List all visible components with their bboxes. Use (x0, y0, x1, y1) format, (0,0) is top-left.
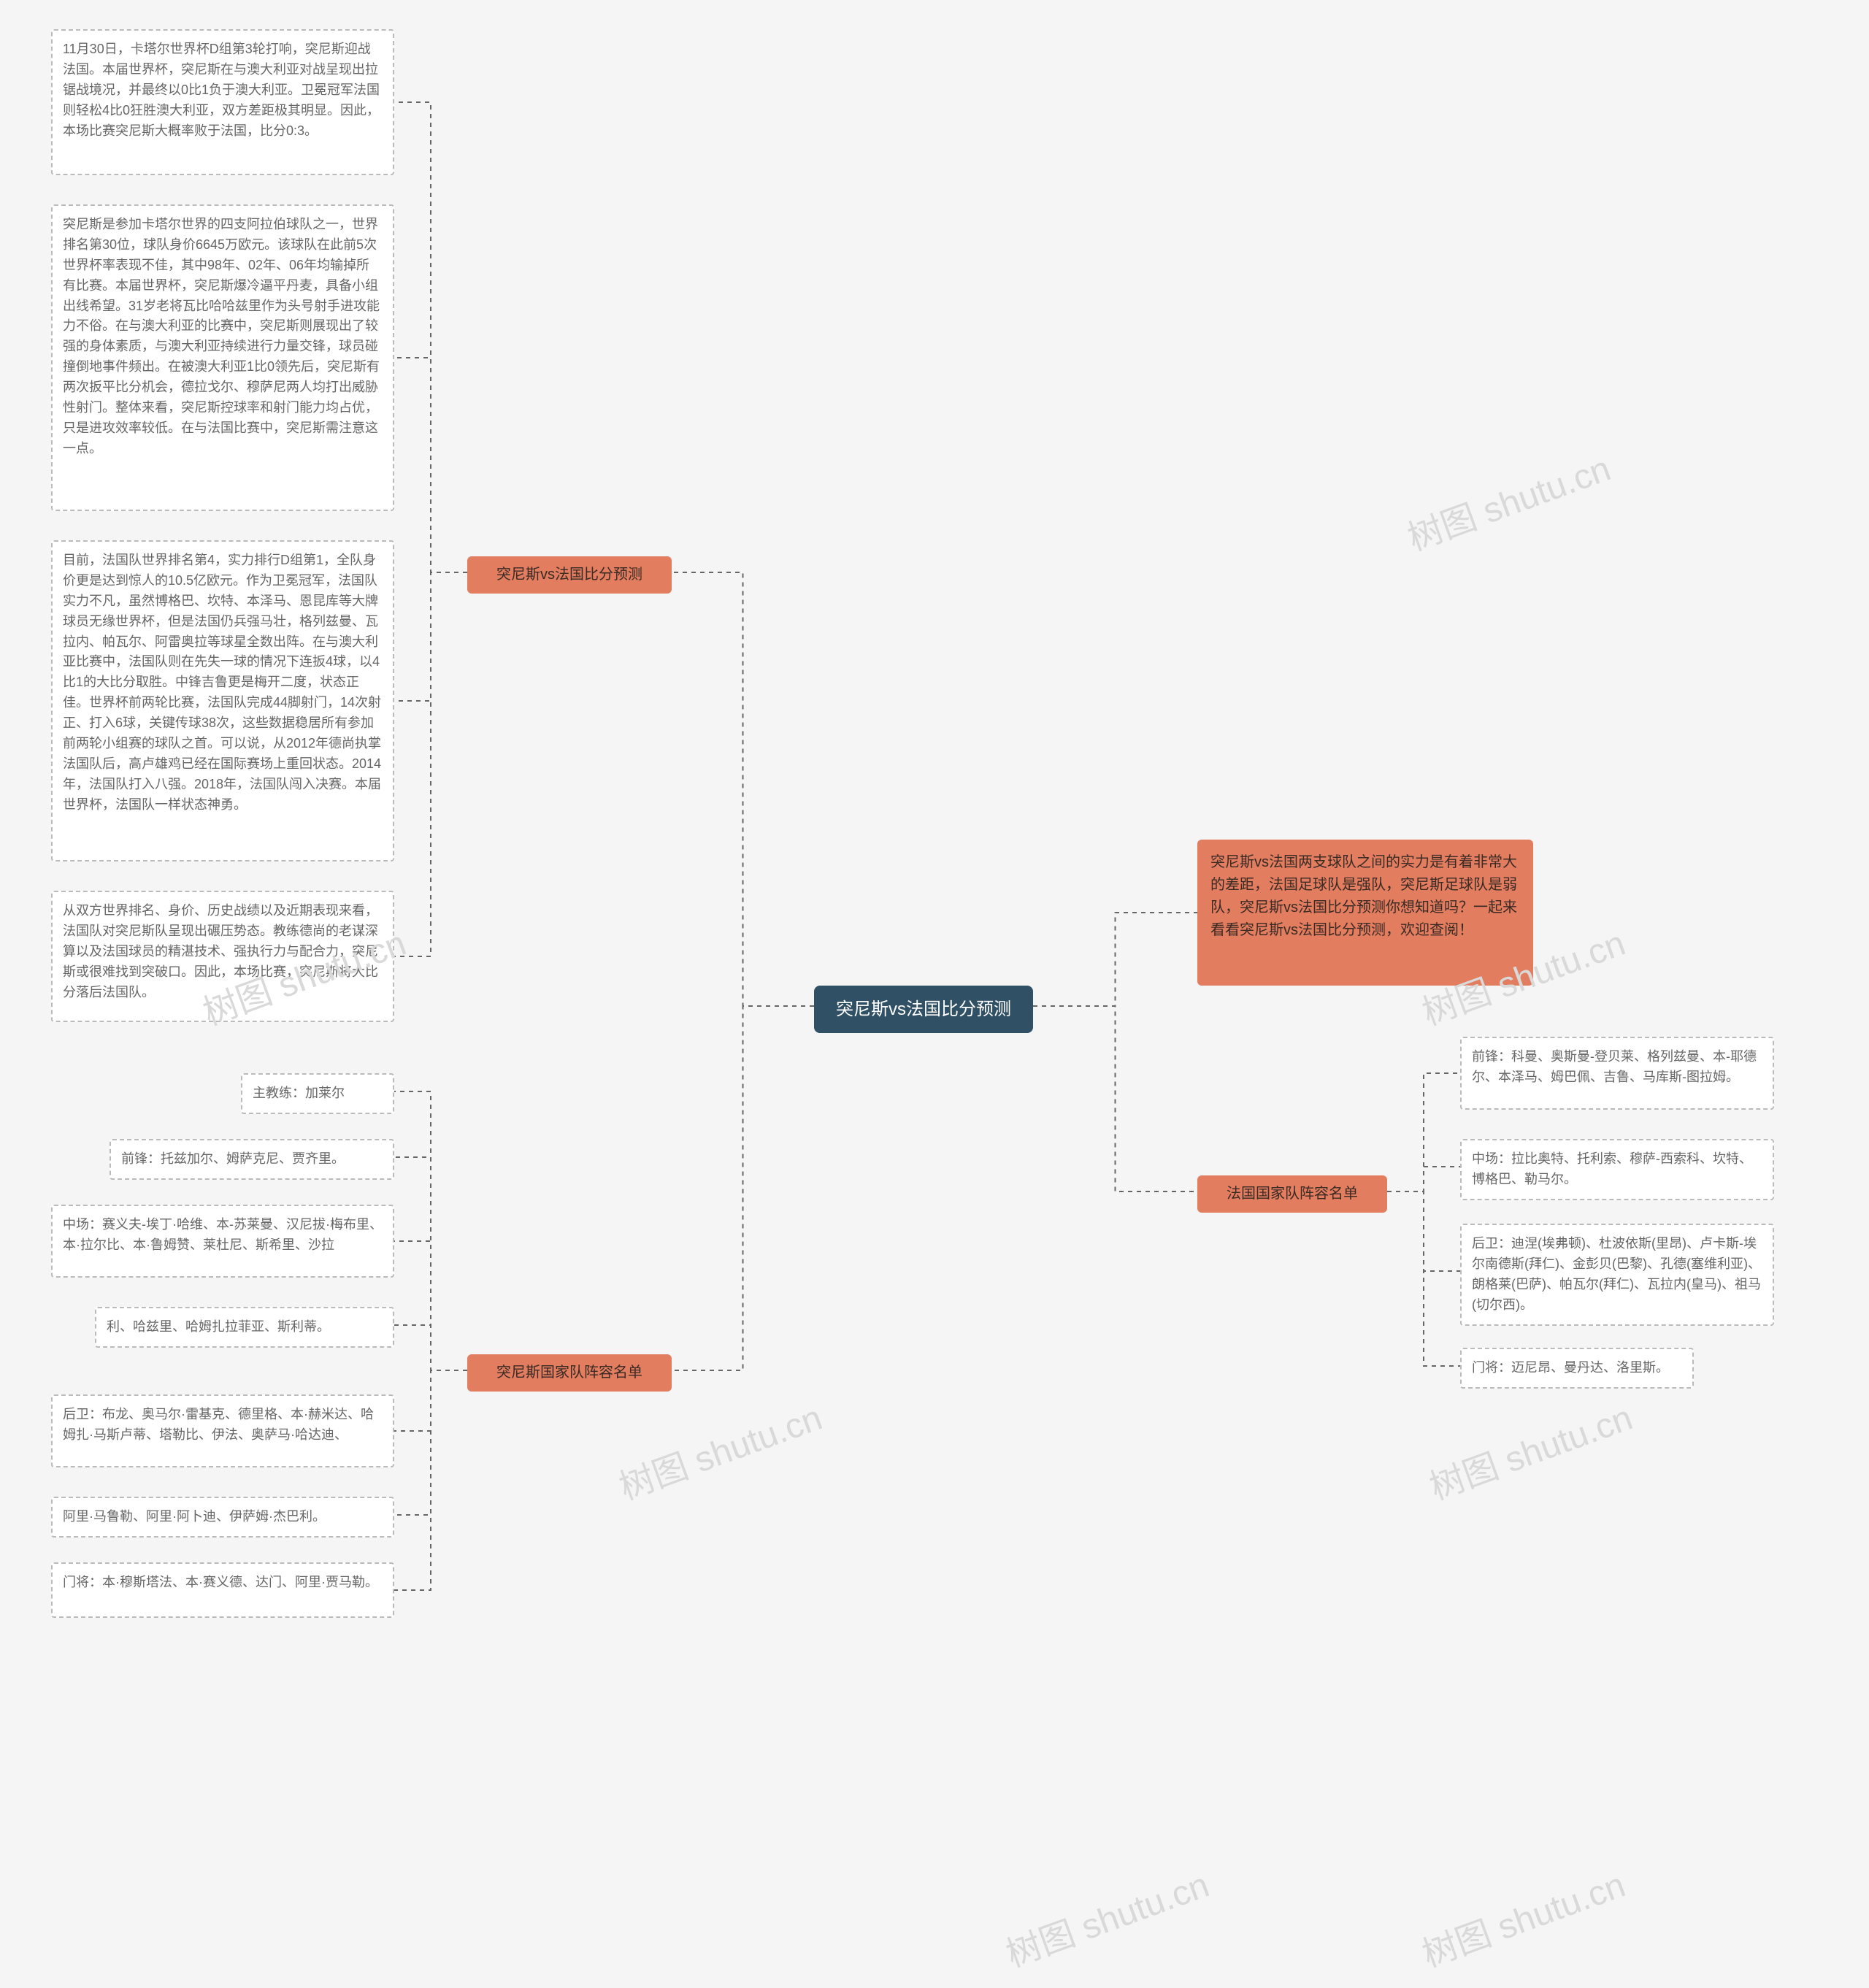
mindmap-canvas: 突尼斯vs法国比分预测 突尼斯vs法国两支球队之间的实力是有着非常大的差距，法国… (0, 0, 1869, 1988)
leaf-france-2: 中场：拉比奥特、托利索、穆萨-西索科、坎特、博格巴、勒马尔。 (1460, 1139, 1774, 1200)
leaf-france-1: 前锋：科曼、奥斯曼-登贝莱、格列兹曼、本-耶德尔、本泽马、姆巴佩、吉鲁、马库斯-… (1460, 1037, 1774, 1110)
leaf-france-3: 后卫：迪涅(埃弗顿)、杜波依斯(里昂)、卢卡斯-埃尔南德斯(拜仁)、金彭贝(巴黎… (1460, 1224, 1774, 1326)
leaf-score-4: 从双方世界排名、身价、历史战绩以及近期表现来看，法国队对突尼斯队呈现出碾压势态。… (51, 891, 394, 1022)
leaf-score-3: 目前，法国队世界排名第4，实力排行D组第1，全队身价更是达到惊人的10.5亿欧元… (51, 540, 394, 861)
leaf-tunisia-5: 后卫：布龙、奥马尔·雷基克、德里格、本·赫米达、哈姆扎·马斯卢蒂、塔勒比、伊法、… (51, 1394, 394, 1467)
branch-tunisia[interactable]: 突尼斯国家队阵容名单 (467, 1354, 672, 1392)
watermark: 树图 shutu.cn (998, 1856, 1215, 1976)
branch-score[interactable]: 突尼斯vs法国比分预测 (467, 556, 672, 594)
watermark: 树图 shutu.cn (611, 1389, 828, 1509)
watermark: 树图 shutu.cn (1421, 1389, 1638, 1509)
watermark: 树图 shutu.cn (1414, 1856, 1631, 1976)
leaf-france-4: 门将：迈尼昂、曼丹达、洛里斯。 (1460, 1348, 1694, 1389)
leaf-score-1: 11月30日，卡塔尔世界杯D组第3轮打响，突尼斯迎战法国。本届世界杯，突尼斯在与… (51, 29, 394, 175)
leaf-tunisia-4: 利、哈兹里、哈姆扎拉菲亚、斯利蒂。 (95, 1307, 394, 1348)
center-node[interactable]: 突尼斯vs法国比分预测 (814, 986, 1033, 1033)
watermark: 树图 shutu.cn (1400, 440, 1616, 560)
leaf-tunisia-7: 门将：本·穆斯塔法、本·赛义德、达门、阿里·贾马勒。 (51, 1562, 394, 1618)
branch-france[interactable]: 法国国家队阵容名单 (1197, 1175, 1387, 1213)
intro-node: 突尼斯vs法国两支球队之间的实力是有着非常大的差距，法国足球队是强队，突尼斯足球… (1197, 840, 1533, 986)
leaf-score-2: 突尼斯是参加卡塔尔世界的四支阿拉伯球队之一，世界排名第30位，球队身价6645万… (51, 204, 394, 511)
leaf-tunisia-2: 前锋：托兹加尔、姆萨克尼、贾齐里。 (110, 1139, 394, 1180)
leaf-tunisia-1: 主教练：加莱尔 (241, 1073, 394, 1114)
leaf-tunisia-6: 阿里·马鲁勒、阿里·阿卜迪、伊萨姆·杰巴利。 (51, 1497, 394, 1538)
leaf-tunisia-3: 中场：赛义夫-埃丁·哈维、本-苏莱曼、汉尼拔·梅布里、本·拉尔比、本·鲁姆赞、莱… (51, 1205, 394, 1278)
